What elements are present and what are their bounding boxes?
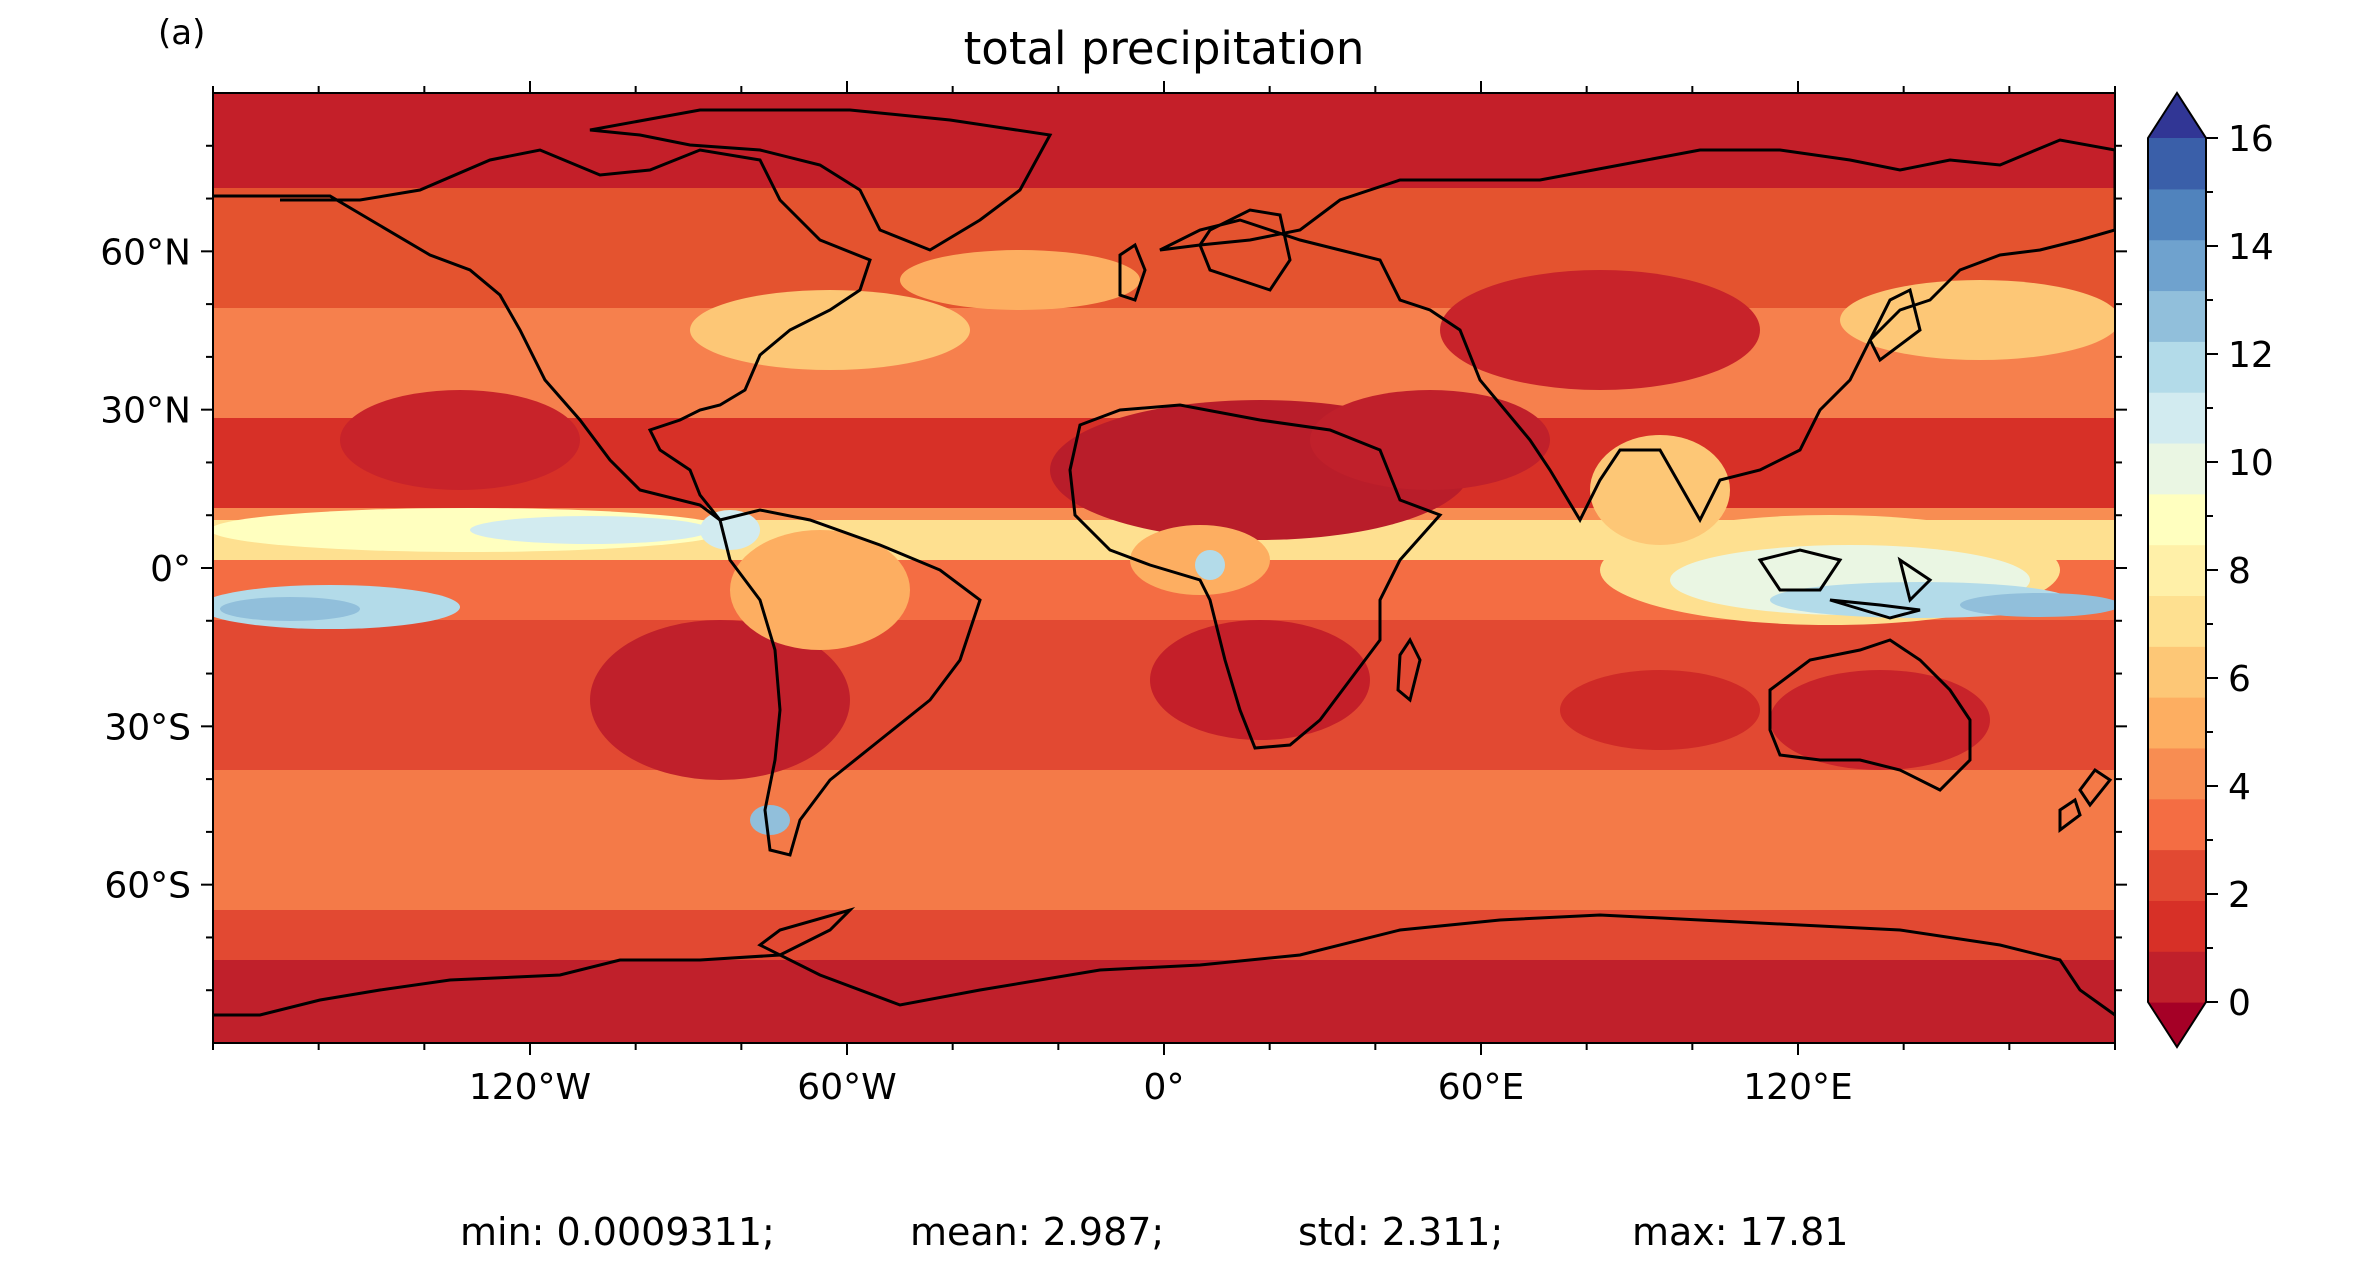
se-pacific-dry	[590, 620, 850, 780]
colorbar-band	[2148, 646, 2206, 698]
colorbar-tick-label: 16	[2228, 119, 2274, 160]
lat-tick-label: 60°N	[100, 232, 191, 273]
colorbar-tick-label: 6	[2228, 659, 2251, 700]
colorbar-tick-label: 10	[2228, 443, 2274, 484]
colorbar-extend-max	[2148, 93, 2206, 138]
coast-uk	[1118, 242, 1147, 302]
gulf-stream-wet	[690, 290, 970, 370]
gulf-of-guinea-wet	[1195, 550, 1225, 580]
colorbar-band	[2148, 392, 2206, 444]
amazon-wet	[730, 530, 910, 650]
colorbar-extend-min	[2148, 1002, 2206, 1047]
coast-north-america	[213, 148, 872, 522]
lat-tick-label: 30°N	[100, 391, 191, 432]
statistics-footer: min: 0.0009311; mean: 2.987; std: 2.311;…	[460, 1210, 1848, 1254]
colorbar-tick-label: 14	[2228, 227, 2274, 268]
colorbar-band	[2148, 442, 2206, 495]
lat-tick-label: 30°S	[104, 707, 191, 748]
colorbar-band	[2148, 900, 2206, 952]
coast-japan	[1868, 287, 1922, 363]
kuroshio-wet	[1840, 280, 2115, 360]
coast-new-zealand	[2058, 767, 2113, 833]
colorbar-band	[2148, 341, 2206, 393]
colorbar-band	[2148, 188, 2206, 241]
stat-max: max: 17.81	[1632, 1210, 1848, 1254]
colorbar-band	[2148, 138, 2206, 190]
colorbar-band	[2148, 849, 2206, 901]
ne-pacific-dry	[340, 390, 580, 490]
lon-tick-label: 0°	[1144, 1067, 1185, 1108]
map-title: total precipitation	[964, 22, 1365, 75]
lon-tick-label: 60°E	[1438, 1067, 1525, 1108]
colorbar-tick-label: 2	[2228, 875, 2251, 916]
colorbar-band	[2148, 798, 2206, 851]
antarctic-band	[213, 960, 2115, 1043]
lat-tick-label: 60°S	[104, 866, 191, 907]
subantarctic	[213, 910, 2115, 960]
lon-tick-label: 60°W	[797, 1067, 896, 1108]
colorbar-band	[2148, 493, 2206, 546]
colorbar: 0 2 4 6 8 10 12 14 16	[2147, 91, 2274, 1049]
coast-indonesia	[1757, 548, 1933, 620]
south-pacific-core	[220, 597, 360, 621]
stat-min: min: 0.0009311;	[460, 1210, 775, 1254]
chile-wet	[750, 805, 790, 835]
central-asia-dry	[1440, 270, 1760, 390]
latitude-axis: 60°N 30°N 0° 30°S 60°S	[100, 144, 2127, 992]
australia-dry	[1770, 670, 1990, 770]
coast-africa	[1068, 403, 1443, 750]
colorbar-band	[2148, 951, 2206, 1003]
panel-label: (a)	[158, 13, 205, 53]
longitude-axis: 120°W 60°W 0° 60°E 120°E	[212, 81, 2116, 1108]
bay-of-bengal-wet	[1590, 435, 1730, 545]
coast-eurasia	[1159, 138, 2115, 524]
warm-pool-east	[1960, 593, 2115, 617]
colorbar-band	[2148, 239, 2206, 292]
colorbar-tick-label: 12	[2228, 335, 2274, 376]
coast-scandinavia	[1198, 208, 1292, 292]
lat-tick-label: 0°	[150, 549, 191, 590]
arctic-band	[213, 93, 2115, 188]
colorbar-band	[2148, 697, 2206, 749]
se-atlantic-dry	[1150, 620, 1370, 740]
precipitation-field	[213, 93, 2115, 1043]
arabia-dry	[1310, 390, 1550, 490]
coast-madagascar	[1396, 637, 1422, 703]
colorbar-band	[2148, 290, 2206, 342]
lon-tick-label: 120°E	[1743, 1067, 1852, 1108]
stat-std: std: 2.311;	[1298, 1210, 1503, 1254]
indian-ocean-dry	[1560, 670, 1760, 750]
colorbar-band	[2148, 747, 2206, 800]
pacific-itcz-core	[470, 516, 710, 544]
coast-antarctica	[213, 906, 2115, 1017]
coastlines	[213, 108, 2115, 1017]
colorbar-tick-label: 4	[2228, 767, 2251, 808]
stat-mean: mean: 2.987;	[910, 1210, 1164, 1254]
lon-tick-label: 120°W	[469, 1067, 591, 1108]
colorbar-band	[2148, 544, 2206, 597]
colombia-wet	[700, 510, 760, 550]
coast-greenland	[589, 108, 1053, 252]
coast-australia	[1768, 638, 1972, 792]
southern-ocean	[213, 770, 2115, 910]
colorbar-tick-label: 0	[2228, 983, 2251, 1024]
colorbar-tick-label: 8	[2228, 551, 2251, 592]
north-atlantic-wet	[900, 250, 1140, 310]
coast-south-america	[718, 508, 982, 857]
colorbar-band	[2148, 595, 2206, 647]
